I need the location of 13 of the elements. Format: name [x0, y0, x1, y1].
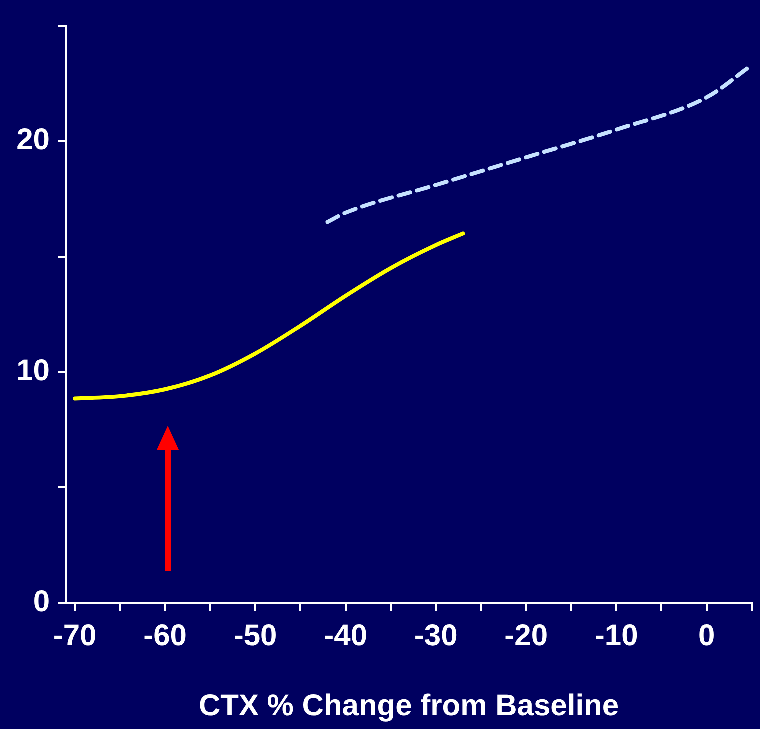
x-tick-label: -10 — [594, 619, 638, 652]
line-series — [73, 232, 466, 401]
x-tick-label: -20 — [504, 619, 548, 652]
y-tick-label: 20 — [16, 124, 50, 157]
x-tick-label: -30 — [414, 619, 458, 652]
x-tick-label: 0 — [698, 619, 716, 652]
x-tick-label: -50 — [234, 619, 278, 652]
y-tick-label: 0 — [33, 585, 50, 618]
x-tick-label: -40 — [324, 619, 368, 652]
x-axis-title: CTX % Change from Baseline — [198, 689, 620, 722]
x-tick-label: -60 — [144, 619, 187, 652]
x-tick-label: -70 — [53, 619, 97, 652]
y-tick-label: 10 — [16, 354, 50, 388]
